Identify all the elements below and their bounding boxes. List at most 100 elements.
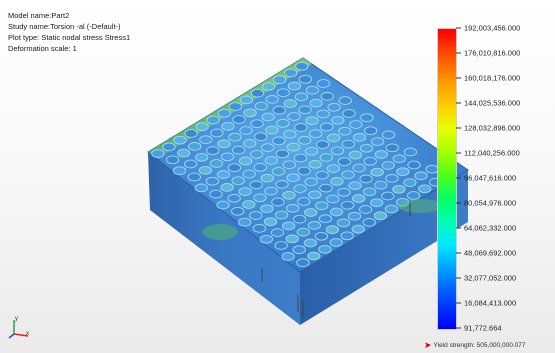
honeycomb-cell: [319, 153, 333, 162]
honeycomb-cell: [330, 177, 344, 186]
yield-strength-indicator: ➤ Yield strength: 505,000,000.077: [424, 340, 525, 351]
honeycomb-cell: [363, 126, 378, 136]
honeycomb-cell: [275, 149, 290, 159]
honeycomb-cell: [352, 194, 366, 203]
legend-tick: 176,010,816.000: [456, 49, 520, 58]
honeycomb-cell: [370, 167, 384, 177]
legend-tick-label: 16,084,413.000: [464, 298, 517, 308]
honeycomb-cell: [254, 132, 268, 142]
honeycomb-cell: [406, 191, 421, 200]
honeycomb-cell: [283, 99, 297, 108]
honeycomb-cell: [209, 189, 223, 199]
stress-color-legend-bar[interactable]: [437, 28, 457, 330]
honeycomb-cell: [381, 191, 395, 201]
honeycomb-cell: [326, 164, 340, 173]
honeycomb-cell: [414, 171, 428, 181]
honeycomb-cell: [227, 163, 242, 173]
honeycomb-cell: [403, 147, 418, 157]
honeycomb-cell: [272, 75, 287, 85]
honeycomb-cell: [363, 156, 377, 166]
honeycomb-cell: [358, 205, 373, 214]
honeycomb-cell: [298, 105, 312, 115]
honeycomb-cell: [309, 98, 323, 108]
honeycomb-cell: [265, 125, 279, 135]
honeycomb-cell: [384, 204, 399, 214]
honeycomb-cell: [250, 88, 265, 98]
honeycomb-cell: [261, 82, 276, 91]
honeycomb-cell: [370, 137, 385, 146]
coordinate-triad-icon[interactable]: y x: [8, 314, 32, 340]
honeycomb-cell: [282, 190, 296, 200]
honeycomb-cell: [287, 112, 301, 121]
legend-tick: 128,032,896.000: [456, 124, 520, 133]
honeycomb-cell: [187, 172, 201, 182]
honeycomb-cell: [238, 187, 252, 196]
legend-tick-label: 192,003,456.000: [464, 23, 521, 33]
honeycomb-cell: [352, 133, 367, 142]
honeycomb-cell: [281, 252, 295, 261]
legend-tick-mark: [456, 277, 461, 279]
honeycomb-cell: [362, 218, 376, 227]
honeycomb-cell: [261, 112, 275, 122]
honeycomb-cell: [370, 198, 384, 208]
honeycomb-cell: [232, 115, 246, 124]
honeycomb-cell: [347, 211, 362, 221]
honeycomb-cell: [238, 217, 252, 227]
model-name-label: Model name:Part2: [8, 11, 70, 20]
honeycomb-cell: [348, 181, 362, 190]
honeycomb-cell: [325, 225, 340, 234]
honeycomb-cell: [271, 167, 286, 176]
legend-tick-mark: [456, 152, 461, 154]
honeycomb-cell: [220, 152, 235, 162]
honeycomb-cell: [337, 157, 352, 167]
legend-tick: 96,047,616.000: [456, 174, 516, 183]
plot-type-label: Plot type: Static nodal stress Stress1: [8, 33, 131, 42]
legend-tick-label: 48,069,692.000: [464, 248, 517, 258]
honeycomb-cell: [228, 132, 242, 142]
honeycomb-cell: [340, 231, 354, 241]
honeycomb-cell: [293, 153, 308, 163]
honeycomb-cell: [318, 214, 333, 224]
honeycomb-cell: [216, 200, 230, 210]
honeycomb-cell: [418, 184, 432, 194]
honeycomb-cell: [151, 149, 165, 158]
honeycomb-cell: [274, 210, 289, 220]
honeycomb-cell: [254, 101, 268, 111]
honeycomb-cell: [206, 146, 220, 155]
honeycomb-cell: [195, 122, 209, 132]
honeycomb-cell: [304, 146, 319, 156]
honeycomb-cell: [205, 176, 220, 186]
legend-tick-mark: [456, 127, 461, 129]
study-info-panel: Model name:Part2 Study name:Torsion -al …: [8, 10, 130, 54]
honeycomb-cell: [315, 140, 330, 149]
legend-tick-label: 96,047,616.000: [464, 173, 517, 183]
honeycomb-cell: [264, 186, 278, 196]
legend-tick: 91,772.664: [456, 324, 502, 333]
honeycomb-cell: [249, 149, 264, 159]
legend-tick-label: 91,772.664: [464, 323, 502, 333]
honeycomb-cell: [216, 170, 231, 179]
honeycomb-cell: [338, 96, 352, 105]
honeycomb-cell: [336, 218, 351, 228]
legend-tick-label: 128,032,896.000: [464, 123, 521, 133]
triad-x-label: x: [26, 331, 29, 337]
honeycomb-cell: [327, 102, 341, 112]
honeycomb-cells: [151, 61, 443, 268]
honeycomb-cell: [165, 155, 180, 165]
honeycomb-cell: [286, 142, 301, 152]
honeycomb-cell: [250, 119, 264, 129]
honeycomb-cell: [183, 159, 198, 169]
honeycomb-cell: [292, 214, 307, 224]
honeycomb-cell: [338, 126, 352, 136]
honeycomb-cell: [195, 152, 209, 162]
honeycomb-cell: [286, 203, 300, 213]
honeycomb-cell: [340, 200, 355, 210]
honeycomb-cell: [239, 95, 254, 105]
honeycomb-cell: [305, 85, 320, 95]
honeycomb-cell: [341, 170, 355, 180]
honeycomb-cell: [199, 135, 213, 145]
honeycomb-cell: [275, 180, 289, 189]
honeycomb-cell: [303, 238, 317, 248]
honeycomb-cell: [318, 244, 332, 254]
